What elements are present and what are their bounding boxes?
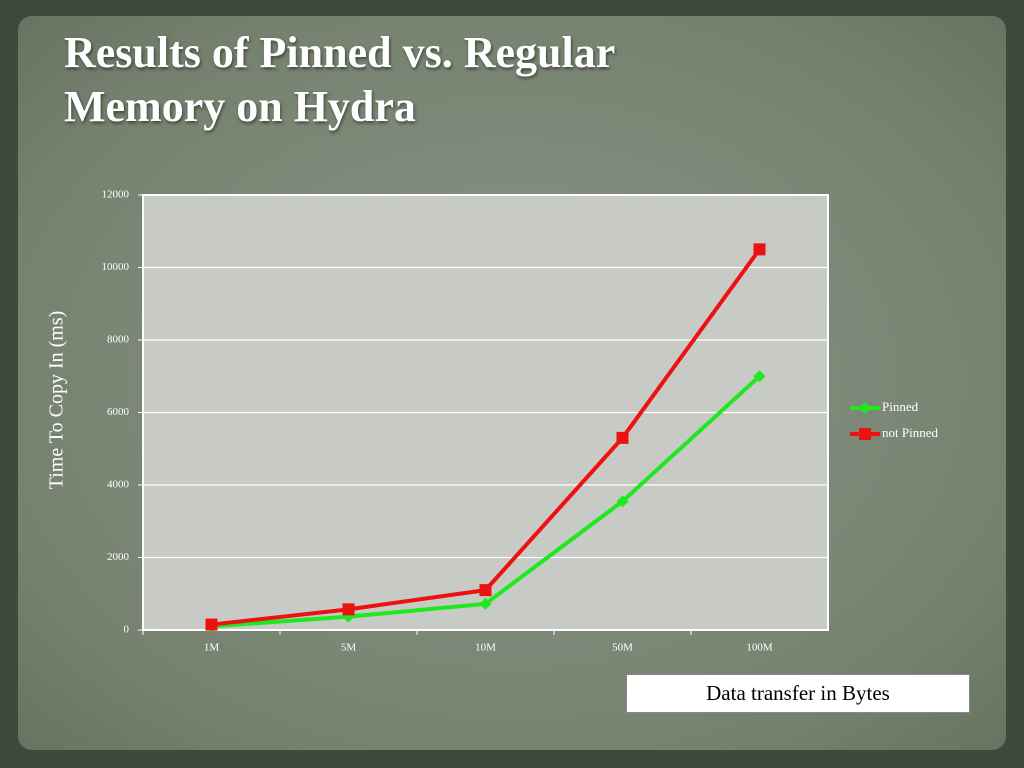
- marker: [616, 431, 629, 444]
- y-tick-label: 10000: [102, 261, 130, 273]
- legend-label: Pinned: [882, 399, 919, 414]
- y-tick-label: 0: [124, 624, 130, 636]
- x-tick-label: 1M: [204, 642, 220, 654]
- y-tick-label: 8000: [107, 334, 130, 346]
- marker: [342, 603, 355, 616]
- marker: [753, 370, 766, 383]
- marker: [479, 597, 492, 610]
- x-tick-label: 100M: [746, 642, 773, 654]
- chart-title: Results of Pinned vs. Regular Memory on …: [64, 28, 615, 131]
- y-tick-label: 6000: [107, 406, 130, 418]
- y-tick-label: 4000: [107, 479, 130, 491]
- marker: [753, 243, 766, 256]
- y-tick-label: 12000: [102, 189, 130, 201]
- x-tick-label: 10M: [475, 642, 496, 654]
- marker: [859, 402, 871, 414]
- x-tick-label: 50M: [612, 642, 633, 654]
- marker: [205, 618, 218, 631]
- marker: [859, 428, 871, 440]
- y-tick-label: 2000: [107, 551, 130, 563]
- x-tick-label: 5M: [341, 642, 357, 654]
- marker: [616, 495, 629, 508]
- marker: [479, 584, 492, 597]
- y-axis-label: Time To Copy In (ms): [46, 311, 68, 490]
- legend-label: not Pinned: [882, 425, 938, 440]
- x-axis-label: Data transfer in Bytes: [626, 674, 970, 713]
